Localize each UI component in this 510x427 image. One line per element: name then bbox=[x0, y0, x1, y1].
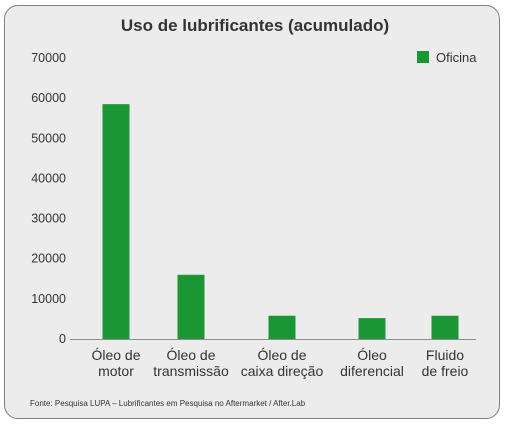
legend: Oficina bbox=[417, 50, 477, 65]
y-axis: 0 10000 20000 30000 40000 50000 60000 70000 bbox=[31, 51, 66, 346]
legend-label: Oficina bbox=[436, 50, 477, 65]
chart-card bbox=[4, 5, 500, 419]
bar bbox=[177, 274, 205, 339]
y-tick-label: 30000 bbox=[31, 212, 66, 226]
chart-title: Uso de lubrificantes (acumulado) bbox=[121, 16, 389, 35]
y-tick-label: 50000 bbox=[31, 131, 66, 145]
source-note: Fonte: Pesquisa LUPA – Lubrificantes em … bbox=[30, 399, 306, 408]
x-axis: Óleo de motor Óleo de transmissão Óleo de cai… bbox=[91, 347, 468, 379]
x-tick-label: Fluido de freio bbox=[422, 347, 469, 379]
x-tick-label: Óleo de caixa direção bbox=[241, 347, 324, 379]
legend-swatch bbox=[417, 51, 429, 63]
y-tick-label: 60000 bbox=[31, 91, 66, 105]
x-tick-label: Óleo de transmissão bbox=[153, 347, 229, 379]
y-tick-label: 0 bbox=[59, 332, 66, 346]
y-tick-label: 70000 bbox=[31, 51, 66, 65]
bar bbox=[102, 104, 130, 340]
bar bbox=[268, 315, 296, 339]
y-tick-label: 40000 bbox=[31, 171, 66, 185]
x-tick-label: Óleo diferencial bbox=[340, 347, 404, 379]
bar bbox=[431, 315, 459, 339]
y-tick-label: 10000 bbox=[31, 292, 66, 306]
bars bbox=[102, 104, 459, 340]
bar bbox=[358, 318, 386, 339]
x-tick-label: Óleo de motor bbox=[91, 347, 140, 379]
y-tick-label: 20000 bbox=[31, 252, 66, 266]
